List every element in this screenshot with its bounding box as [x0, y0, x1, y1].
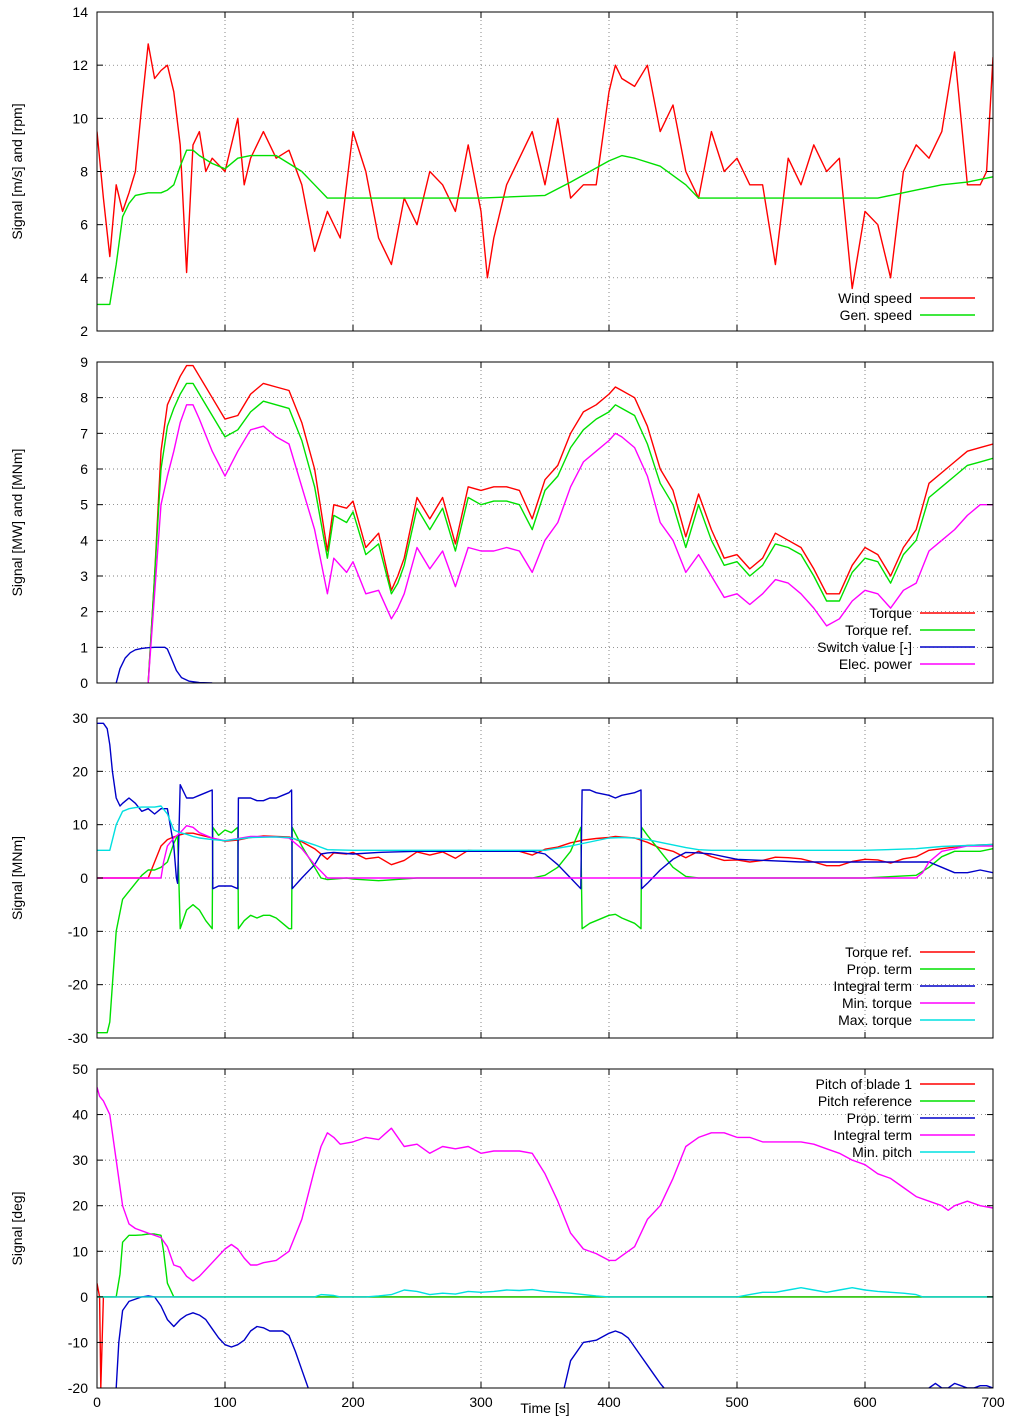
y-tick-label: -30 — [68, 1030, 88, 1046]
series-line-elec-power — [147, 404, 993, 683]
y-tick-label: 0 — [80, 870, 88, 886]
series-line-integral-term — [97, 1087, 993, 1282]
y-tick-label: 10 — [72, 817, 88, 833]
legend-label: Switch value [-] — [817, 639, 912, 655]
y-tick-label: 10 — [72, 110, 88, 126]
y-axis-label: Signal [MW] and [MNm] — [9, 449, 25, 597]
y-tick-label: 50 — [72, 1061, 88, 1077]
series-line-wind-speed — [97, 43, 993, 290]
y-tick-label: 9 — [80, 354, 88, 370]
y-tick-label: 10 — [72, 1243, 88, 1259]
x-tick-label: 0 — [93, 1394, 101, 1410]
legend-label: Max. torque — [838, 1012, 912, 1028]
series-line-integral-term — [97, 722, 993, 890]
x-tick-label: 100 — [213, 1394, 237, 1410]
legend-label: Integral term — [833, 978, 912, 994]
series-line-torque-ref — [147, 382, 993, 683]
series-line-max-torque — [97, 805, 993, 851]
legend-label: Torque — [869, 605, 912, 621]
legend-label: Pitch reference — [818, 1093, 912, 1109]
y-tick-label: 0 — [80, 1289, 88, 1305]
x-tick-label: 600 — [853, 1394, 877, 1410]
series-line-prop-term — [115, 1295, 309, 1388]
y-tick-label: 30 — [72, 1152, 88, 1168]
series-line-gen-speed — [97, 149, 993, 306]
y-tick-label: 12 — [72, 57, 88, 73]
legend-label: Gen. speed — [840, 307, 912, 323]
legend-label: Prop. term — [847, 1110, 912, 1126]
y-tick-label: 3 — [80, 568, 88, 584]
chart-panel-3: -30 -20 -10 0 10 20 30 Signal [MNm] Torque ref.P… — [9, 710, 994, 1046]
y-tick-label: 14 — [72, 4, 88, 20]
series-line-switch-value — [115, 646, 213, 683]
series-line-pitch-of-blade-1 — [97, 1283, 993, 1388]
x-tick-label: 400 — [597, 1394, 621, 1410]
series-line-torque — [147, 364, 993, 683]
y-tick-label: 0 — [80, 675, 88, 691]
legend-label: Prop. term — [847, 961, 912, 977]
y-tick-label: 1 — [80, 639, 88, 655]
y-axis-label: Signal [MNm] — [9, 836, 25, 920]
y-tick-label: 6 — [80, 461, 88, 477]
y-tick-label: 8 — [80, 164, 88, 180]
y-tick-label: -10 — [68, 923, 88, 939]
y-tick-label: -20 — [68, 977, 88, 993]
y-tick-label: 8 — [80, 390, 88, 406]
plot-frame — [96, 1068, 994, 1389]
y-tick-label: 20 — [72, 1198, 88, 1214]
legend-label: Torque ref. — [845, 622, 912, 638]
series-line-min-pitch — [97, 1286, 993, 1298]
y-axis-label: Signal [deg] — [9, 1192, 25, 1266]
x-tick-label: 700 — [981, 1394, 1005, 1410]
chart-panel-2: 0 1 2 3 4 5 6 7 8 9 Signal [MW] and [MNm] TorqueTor… — [9, 354, 994, 691]
y-tick-label: 30 — [72, 710, 88, 726]
y-tick-label: 2 — [80, 604, 88, 620]
series-line-pitch-reference — [97, 1233, 993, 1298]
legend-label: Pitch of blade 1 — [815, 1076, 912, 1092]
y-tick-label: 4 — [80, 270, 88, 286]
series-line-prop-term — [563, 1330, 665, 1388]
legend-label: Wind speed — [838, 290, 912, 306]
y-axis-label: Signal [m/s] and [rpm] — [9, 103, 25, 239]
legend-label: Elec. power — [839, 656, 912, 672]
y-tick-label: 6 — [80, 217, 88, 233]
x-tick-label: 300 — [469, 1394, 493, 1410]
legend-label: Integral term — [833, 1127, 912, 1143]
x-tick-label: 200 — [341, 1394, 365, 1410]
plot-frame — [96, 361, 994, 684]
y-tick-label: 4 — [80, 532, 88, 548]
legend-label: Torque ref. — [845, 944, 912, 960]
series-line-min-torque — [97, 825, 993, 879]
x-axis-label: Time [s] — [520, 1400, 569, 1416]
y-tick-label: 7 — [80, 425, 88, 441]
series-line-prop-term — [928, 1382, 993, 1388]
y-tick-label: -10 — [68, 1334, 88, 1350]
legend-label: Min. pitch — [852, 1144, 912, 1160]
y-tick-label: 2 — [80, 323, 88, 339]
y-tick-label: 5 — [80, 497, 88, 513]
y-tick-label: 20 — [72, 763, 88, 779]
y-tick-label: 40 — [72, 1107, 88, 1123]
y-tick-label: -20 — [68, 1380, 88, 1396]
x-tick-label: 500 — [725, 1394, 749, 1410]
chart-panel-1: 2 4 6 8 10 12 14 Signal [m/s] and [rpm] Wind spe… — [9, 4, 994, 339]
legend-label: Min. torque — [842, 995, 912, 1011]
